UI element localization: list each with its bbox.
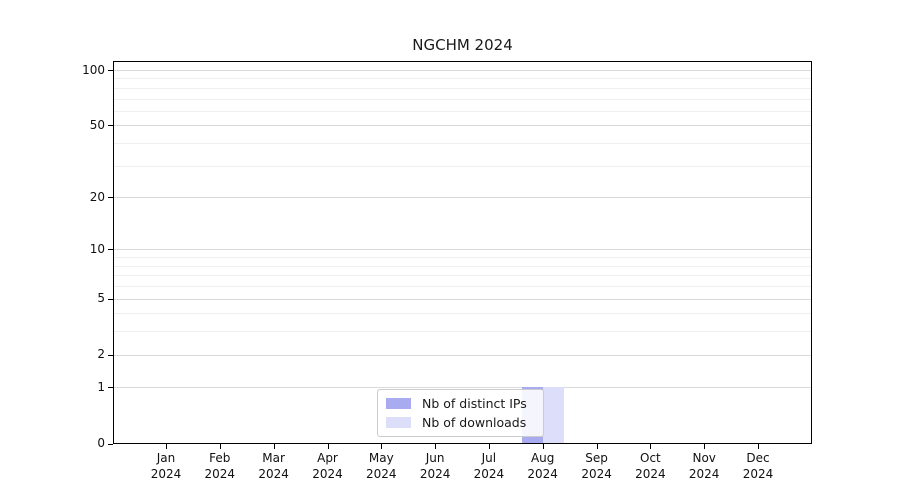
y-gridline-major [113,298,812,300]
x-axis-tick-mark [596,444,598,449]
plot-area [113,61,812,444]
legend-label: Nb of downloads [422,415,527,430]
y-gridline-major [113,354,812,356]
x-tick-month: Apr [317,451,338,465]
x-tick-year: 2024 [258,466,289,481]
y-gridline-minor [113,78,812,80]
x-tick-label: Dec 2024 [726,451,790,482]
x-axis-tick-mark [758,444,759,449]
x-axis-tick-mark [327,444,329,449]
y-gridline-minor [113,313,812,315]
x-axis-tick-mark [542,444,544,449]
legend-row: Nb of downloads [386,415,535,430]
x-axis-tick-mark [704,444,706,449]
legend-swatch-icon [386,398,411,409]
y-tick-label: 0 [97,436,105,450]
x-axis-tick-mark [381,444,383,449]
x-tick-year: 2024 [473,466,505,481]
y-tick-label: 5 [97,291,105,305]
y-axis-tick-mark [108,387,113,389]
y-gridline-major [113,70,812,71]
y-gridline-minor [113,143,812,144]
x-tick-label: Apr 2024 [296,451,360,482]
y-axis-tick-mark [108,197,113,199]
y-tick-label: 100 [82,62,105,77]
x-tick-month: Jan [156,451,176,465]
y-axis-tick-mark [108,354,113,356]
x-tick-label: Feb 2024 [188,451,252,482]
x-tick-year: 2024 [581,466,612,481]
legend-label: Nb of distinct IPs [422,396,527,411]
x-tick-label: Jul 2024 [457,451,521,482]
x-tick-year: 2024 [635,466,666,481]
x-axis-tick-mark [650,444,652,449]
y-gridline-minor [113,286,812,287]
x-tick-year: 2024 [366,466,397,481]
x-tick-label: Jan 2024 [134,451,198,482]
x-tick-month: May [368,451,394,465]
y-gridline-minor [113,98,812,100]
x-tick-year: 2024 [312,466,343,481]
y-axis-tick-mark [108,443,113,445]
y-axis-tick-mark [108,125,113,127]
y-axis-tick-mark [108,249,113,251]
x-tick-month: Nov [692,451,716,465]
x-tick-label: Mar 2024 [242,451,306,482]
y-axis-tick-mark [108,298,113,300]
y-tick-label: 2 [97,347,105,362]
y-gridline-major [113,197,812,199]
x-tick-label: Nov 2024 [672,451,736,482]
x-tick-label: Jun 2024 [403,451,467,482]
y-gridline-minor [113,265,812,267]
x-tick-month: Dec [746,451,770,465]
y-gridline-major [113,249,812,251]
x-tick-year: 2024 [742,466,774,481]
x-tick-year: 2024 [527,466,558,481]
y-tick-label: 1 [97,379,105,394]
x-tick-year: 2024 [419,466,451,481]
y-gridline-major [113,125,812,127]
y-gridline-minor [113,165,812,167]
y-gridline-minor [113,331,812,333]
legend-swatch-icon [386,417,411,428]
legend-row: Nb of distinct IPs [386,396,535,411]
y-tick-label: 10 [89,241,105,256]
y-gridline-minor [113,110,812,112]
x-tick-label: May 2024 [349,451,413,482]
x-tick-month: Jun [425,451,445,465]
x-tick-label: Sep 2024 [565,451,629,482]
y-tick-label: 50 [89,117,105,132]
x-tick-label: Oct 2024 [618,451,682,482]
x-axis-tick-mark [435,444,437,449]
y-gridline-minor [113,257,812,259]
y-tick-label: 20 [89,189,105,204]
x-tick-month: Feb [209,451,231,465]
y-gridline-major [113,387,812,389]
x-axis-tick-mark [219,444,221,449]
x-tick-month: Jul [481,451,497,465]
chart-title: NGCHM 2024 [412,36,513,54]
x-tick-label: Aug 2024 [511,451,575,482]
x-tick-year: 2024 [150,466,182,481]
y-gridline-minor [113,87,812,89]
x-tick-year: 2024 [688,466,720,481]
bar-nb-of-downloads-aug [542,387,564,444]
y-axis-tick-mark [108,70,113,71]
x-axis-tick-mark [273,444,275,449]
x-tick-month: Oct [640,451,661,465]
legend: Nb of distinct IPs Nb of downloads [377,389,544,437]
x-axis-tick-mark [488,444,490,449]
x-tick-month: Sep [585,451,608,465]
x-tick-month: Mar [262,451,285,465]
x-tick-month: Aug [530,451,555,465]
x-axis-tick-mark [166,444,167,449]
y-gridline-minor [113,275,812,277]
x-tick-year: 2024 [204,466,236,481]
